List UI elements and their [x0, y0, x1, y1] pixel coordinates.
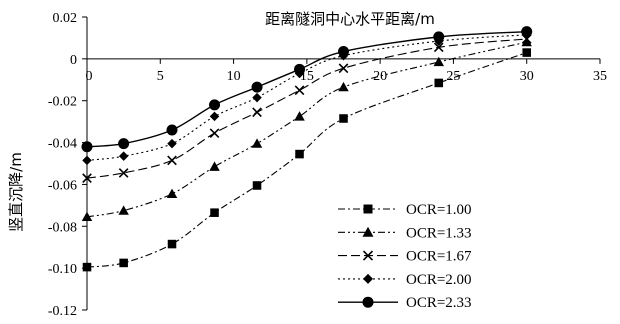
data-point [363, 273, 373, 284]
data-point [522, 48, 531, 57]
data-point [81, 211, 93, 222]
x-tick-label: 25 [446, 69, 460, 84]
data-point [209, 111, 220, 122]
data-point [433, 31, 445, 43]
series-line [86, 34, 527, 161]
axes-layer: 0.020-0.02-0.04-0.06-0.08-0.10-0.120 5 10 1… [48, 11, 607, 319]
series-square [82, 48, 531, 272]
legend-label: OCR=1.67 [406, 249, 472, 265]
data-point [82, 155, 92, 166]
data-point [209, 128, 220, 138]
data-point [433, 42, 444, 53]
data-point [363, 204, 373, 214]
x-tick-label: 35 [593, 69, 607, 84]
data-point [521, 26, 533, 38]
data-point [81, 141, 93, 153]
data-point [252, 181, 262, 190]
data-point [82, 262, 92, 272]
y-tick-label: -0.02 [48, 95, 77, 110]
data-point [118, 205, 129, 215]
data-point [209, 99, 221, 111]
y-tick-label: 0 [70, 53, 77, 68]
series-line [86, 30, 527, 148]
data-point [209, 161, 220, 171]
y-tick-label: -0.04 [48, 137, 77, 152]
data-point [294, 85, 305, 96]
x-axis-title: 距离隧洞中心水平距离/m [265, 10, 435, 28]
y-tick-label: -0.08 [48, 220, 77, 235]
series-line [86, 38, 527, 179]
x-tick-label: 5 [157, 69, 164, 84]
y-tick-label: -0.12 [48, 304, 77, 319]
data-point [167, 155, 177, 166]
series-line [86, 52, 527, 268]
data-point [118, 168, 129, 178]
legend-label: OCR=2.33 [406, 295, 472, 311]
y-tick-label: -0.10 [48, 262, 77, 277]
data-point [521, 36, 532, 47]
data-point [433, 56, 444, 67]
x-tick-label: 0 [86, 69, 93, 84]
series-cross [82, 34, 532, 183]
data-point [339, 114, 348, 123]
data-point [118, 138, 130, 150]
data-point [252, 92, 262, 103]
data-point [251, 81, 263, 93]
data-point [252, 107, 262, 118]
series-diamond [82, 30, 532, 166]
data-point [166, 188, 178, 199]
legend-label: OCR=1.33 [406, 225, 472, 241]
data-point [166, 124, 178, 136]
data-point [434, 78, 444, 88]
legend: OCR=1.00 OCR=1.33 OCR=1.67 OCR=2.00 OCR=2.33 [338, 202, 472, 311]
data-point [167, 138, 177, 149]
series-layer [81, 26, 533, 272]
data-point [338, 81, 349, 92]
data-point [119, 258, 128, 268]
legend-label: OCR=1.00 [406, 202, 472, 218]
data-point [362, 250, 374, 261]
series-circle [81, 26, 533, 153]
data-point [167, 239, 177, 249]
data-point [362, 296, 374, 308]
data-point [118, 151, 129, 161]
data-point [295, 149, 304, 159]
x-tick-label: 10 [227, 69, 241, 84]
data-point [294, 111, 305, 121]
series-line [86, 41, 527, 218]
data-point [338, 63, 349, 74]
y-axis-title: 竖直沉降/m [7, 152, 25, 232]
x-tick-label: 20 [373, 69, 387, 84]
data-point [82, 173, 92, 183]
data-point [210, 208, 219, 217]
legend-label: OCR=2.00 [406, 272, 472, 288]
series-triangle [81, 36, 532, 222]
y-tick-label: -0.06 [48, 178, 77, 193]
y-tick-label: 0.02 [53, 11, 78, 26]
data-point [294, 63, 306, 75]
data-point [362, 226, 374, 237]
data-point [251, 138, 263, 148]
data-point [338, 46, 349, 58]
x-tick-label: 30 [520, 69, 534, 84]
